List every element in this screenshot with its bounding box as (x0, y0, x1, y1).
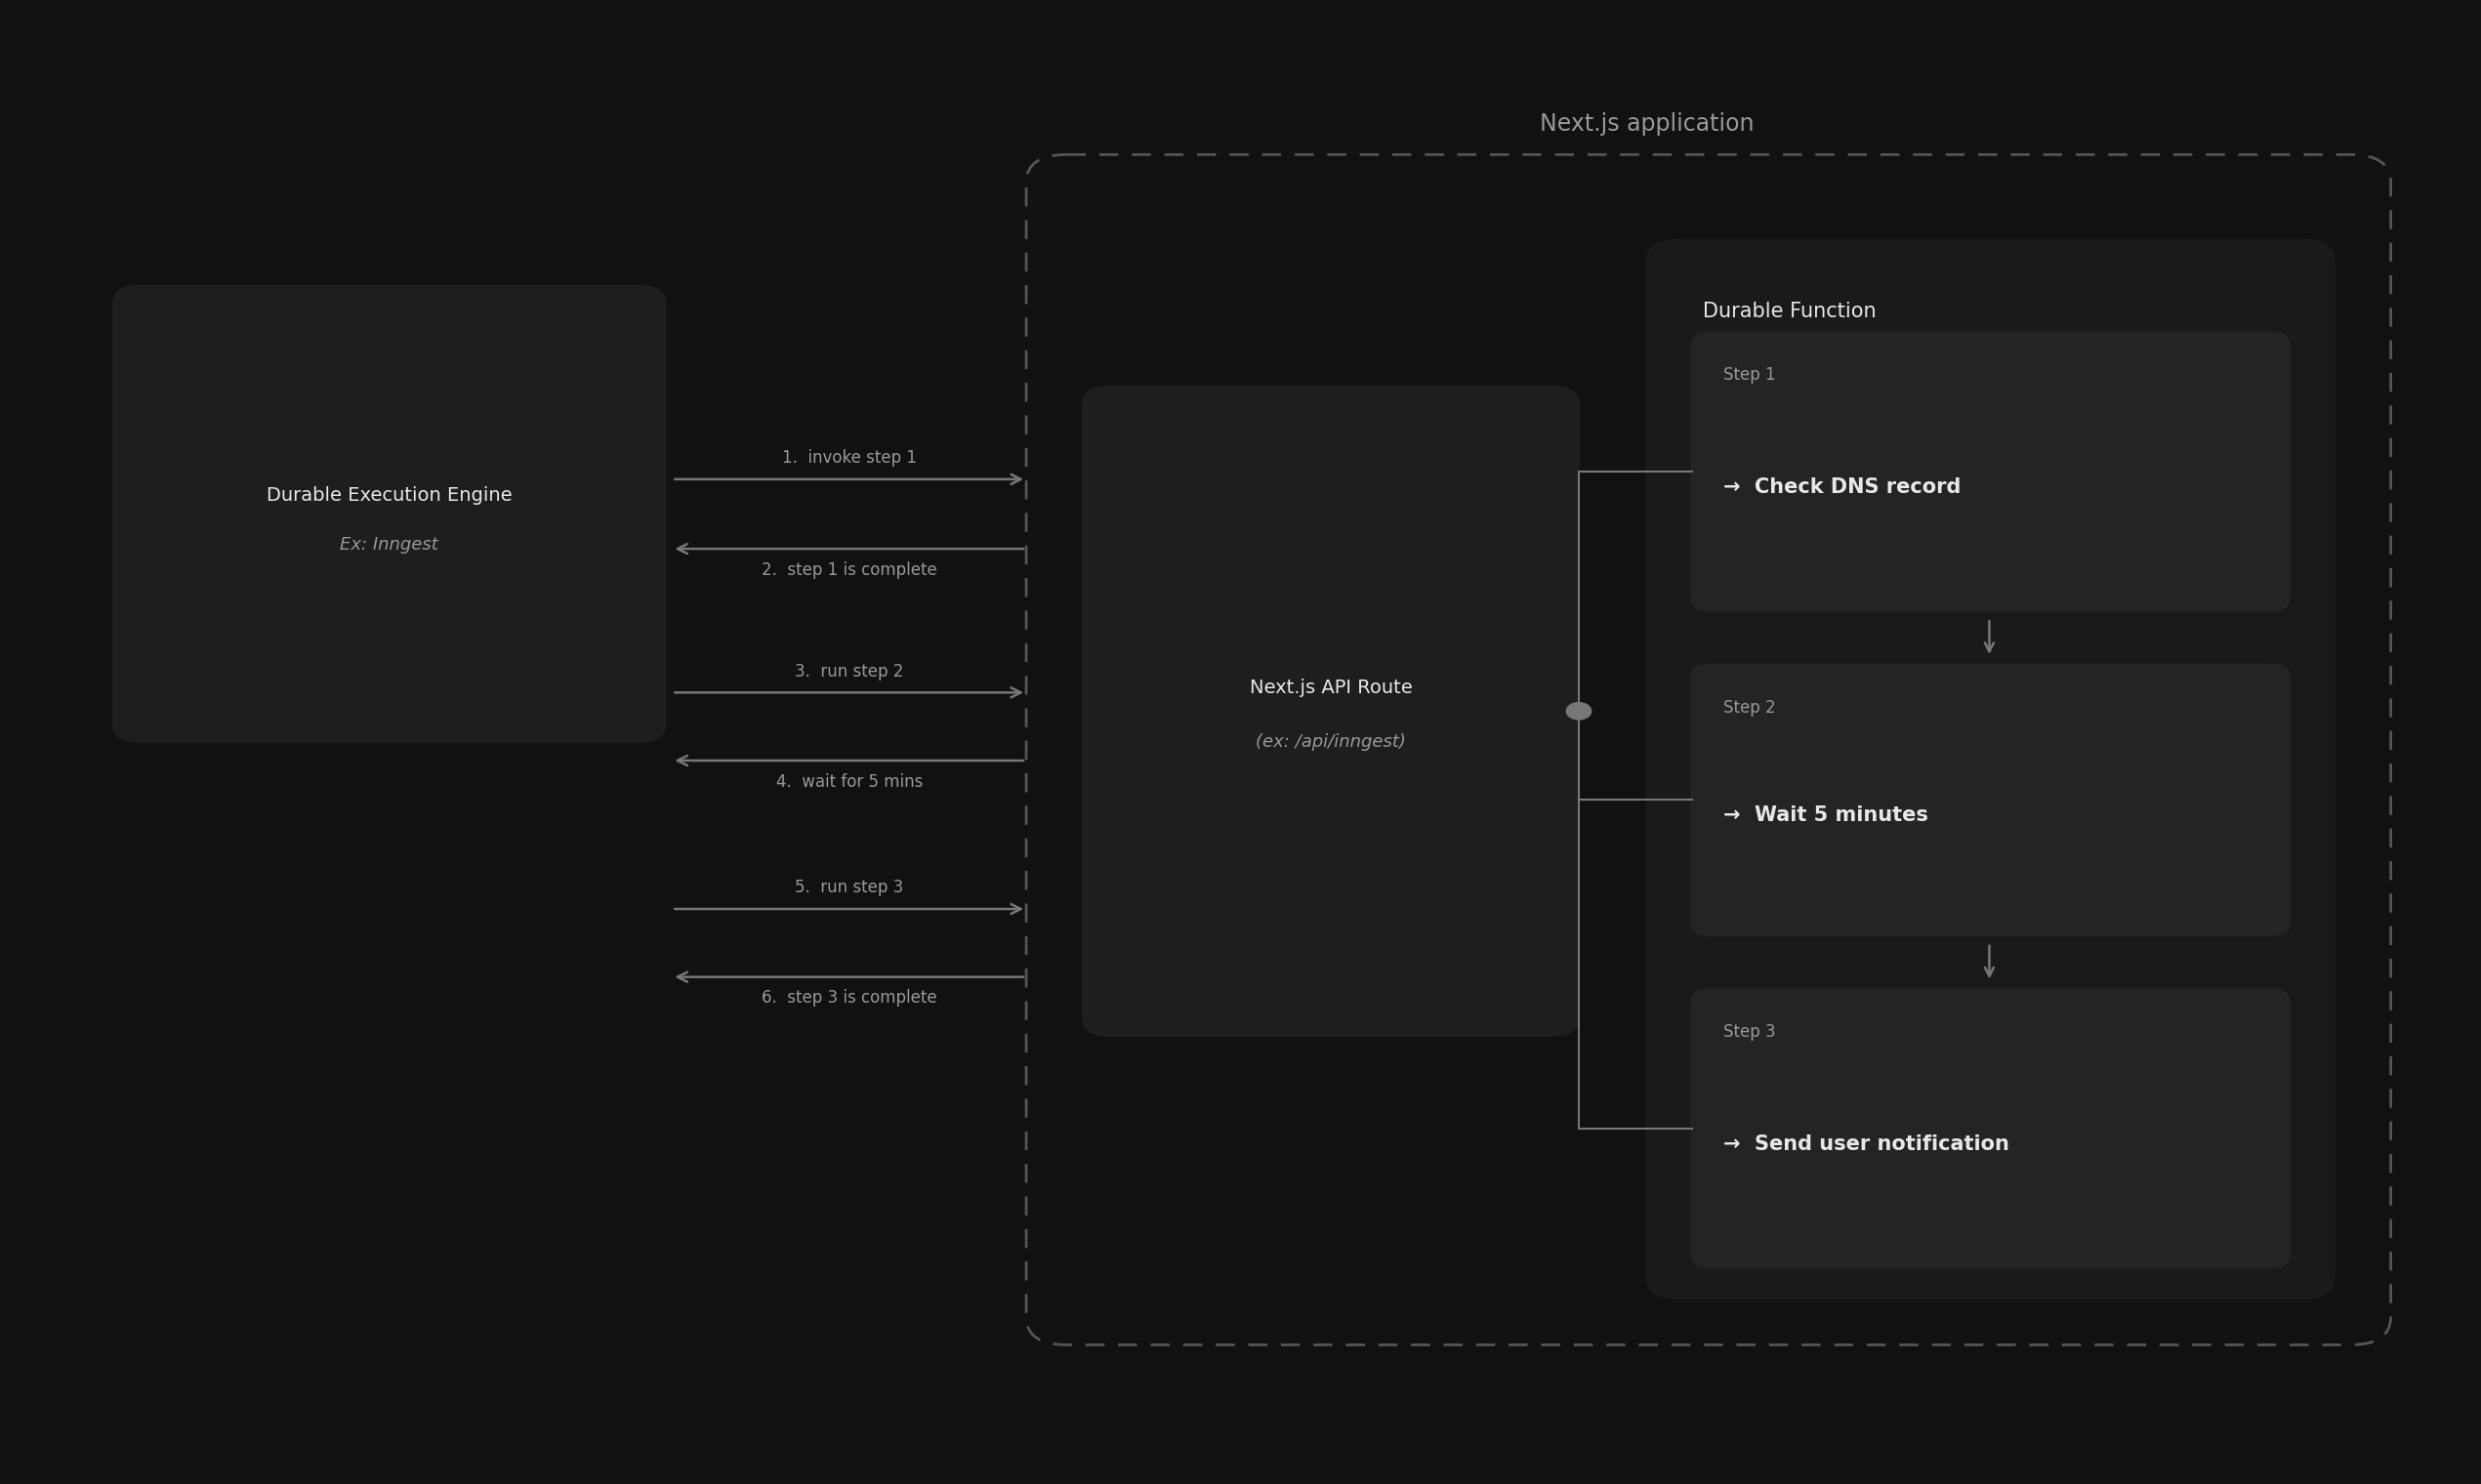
FancyBboxPatch shape (1692, 332, 2290, 610)
Text: 5.  run step 3: 5. run step 3 (794, 879, 903, 896)
Text: →  Send user notification: → Send user notification (1724, 1134, 2010, 1153)
Text: (ex: /api/inngest): (ex: /api/inngest) (1255, 733, 1407, 751)
Text: Durable Execution Engine: Durable Execution Engine (265, 487, 511, 505)
Text: Step 2: Step 2 (1724, 699, 1776, 717)
Text: Next.js application: Next.js application (1538, 113, 1754, 137)
Text: 2.  step 1 is complete: 2. step 1 is complete (762, 561, 938, 579)
Text: 6.  step 3 is complete: 6. step 3 is complete (762, 990, 938, 1008)
Text: Next.js API Route: Next.js API Route (1250, 678, 1412, 697)
Text: Step 3: Step 3 (1724, 1024, 1776, 1040)
Circle shape (1566, 702, 1590, 720)
Text: 3.  run step 2: 3. run step 2 (794, 662, 903, 680)
Text: →  Wait 5 minutes: → Wait 5 minutes (1724, 806, 1928, 825)
Text: Step 1: Step 1 (1724, 367, 1776, 384)
Text: 4.  wait for 5 mins: 4. wait for 5 mins (777, 773, 923, 791)
FancyBboxPatch shape (1692, 665, 2290, 935)
FancyBboxPatch shape (1082, 386, 1578, 1036)
Text: Durable Function: Durable Function (1702, 301, 1876, 321)
FancyBboxPatch shape (1692, 990, 2290, 1267)
FancyBboxPatch shape (112, 286, 665, 742)
Text: →  Check DNS record: → Check DNS record (1724, 478, 1960, 497)
FancyBboxPatch shape (1647, 239, 2335, 1298)
Text: 1.  invoke step 1: 1. invoke step 1 (782, 450, 915, 467)
Text: Ex: Inngest: Ex: Inngest (340, 536, 439, 554)
